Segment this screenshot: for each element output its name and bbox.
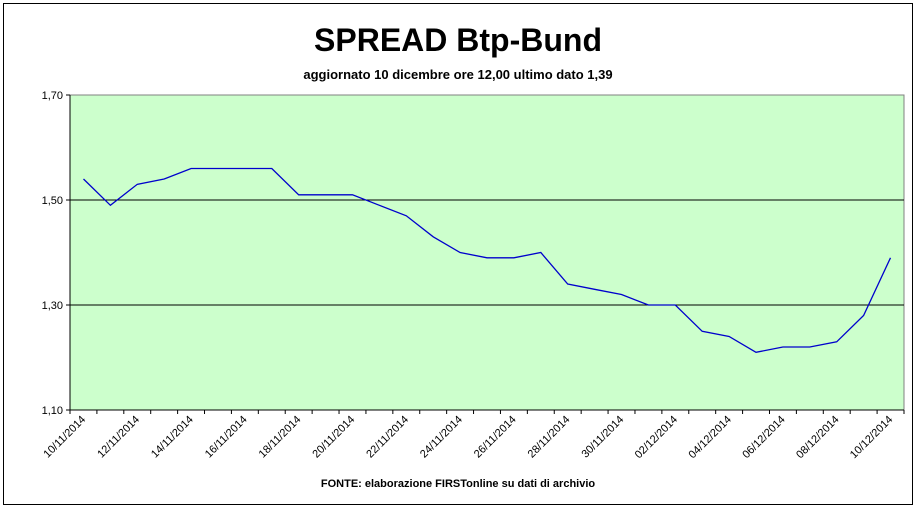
series-line: [83, 167, 892, 353]
y-tick-label: 1,70: [42, 90, 63, 102]
x-tick-label: 10/11/2014: [41, 414, 88, 461]
x-tick-label: 12/11/2014: [95, 414, 142, 461]
x-tick-label: 26/11/2014: [472, 414, 519, 461]
chart-subtitle: aggiornato 10 dicembre ore 12,00 ultimo …: [303, 67, 613, 82]
x-tick-label: 10/12/2014: [848, 414, 895, 461]
plot-area: [69, 94, 905, 411]
x-tick-label: 28/11/2014: [526, 414, 573, 461]
x-tick-label: 24/11/2014: [418, 414, 465, 461]
y-tick-label: 1,10: [42, 405, 63, 417]
chart-source-note: FONTE: elaborazione FIRSTonline su dati …: [320, 478, 596, 490]
chart-title: SPREAD Btp-Bund: [314, 22, 602, 58]
y-tick-label: 1,50: [42, 195, 63, 207]
x-tick-label: 30/11/2014: [579, 414, 626, 461]
x-tick-label: 14/11/2014: [149, 414, 196, 461]
x-tick-label: 06/12/2014: [740, 414, 787, 461]
x-tick-label: 18/11/2014: [257, 414, 304, 461]
x-tick-label: 02/12/2014: [633, 414, 680, 461]
x-tick-label: 16/11/2014: [203, 414, 250, 461]
x-tick-label: 22/11/2014: [364, 414, 411, 461]
y-tick-label: 1,30: [42, 300, 63, 312]
x-tick-label: 04/12/2014: [687, 414, 734, 461]
x-tick-label: 20/11/2014: [310, 414, 357, 461]
x-tick-label: 08/12/2014: [794, 414, 841, 461]
